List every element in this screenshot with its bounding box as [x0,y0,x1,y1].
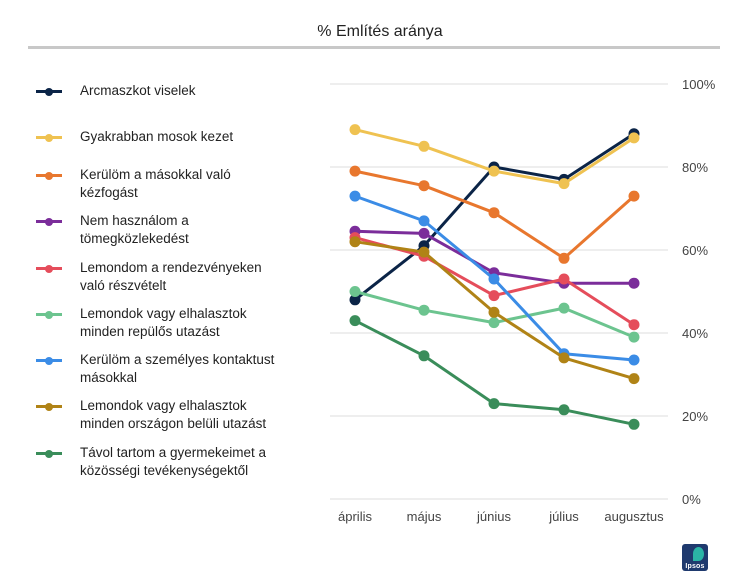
legend-marker [45,264,53,273]
legend-marker [45,402,53,411]
data-point [558,178,570,190]
legend-label-line: Nem használom a [80,213,189,228]
legend-marker [45,133,53,142]
legend-label-line: Lemondok vagy elhalasztok [80,398,247,413]
data-point [558,302,570,314]
ipsos-logo: Ipsos [682,544,708,571]
data-point [628,373,640,385]
legend-marker [45,449,53,458]
legend-marker [45,171,53,180]
data-point [628,190,640,202]
legend-marker [45,217,53,226]
legend-label: Lemondok vagy elhalasztok minden országon… [80,397,310,433]
legend-marker [45,356,53,365]
data-point [349,165,361,177]
y-tick-label: 100% [682,77,716,92]
data-point [558,273,570,285]
legend-label-line: Kerülöm a személyes kontaktust [80,352,275,367]
legend-label: Lemondom a rendezvényeken való részvételt [80,259,310,295]
legend-label-line: Kerülöm a másokkal való [80,167,231,182]
data-point [418,140,430,152]
legend-label: Távol tartom a gyermekeimet a közösségi t… [80,444,310,480]
legend-label-line: minden országon belüli utazást [80,416,267,431]
x-tick-label: május [407,509,442,524]
legend-label: Kerülöm a másokkal való kézfogást [80,166,310,202]
legend-label: Kerülöm a személyes kontaktust másokkal [80,351,310,387]
y-tick-label: 20% [682,409,708,424]
data-point [488,207,500,219]
data-point [488,165,500,177]
data-point [349,124,361,136]
data-point [488,306,500,318]
data-point [349,294,361,306]
ipsos-logo-mark [693,547,704,561]
legend-label-line: Lemondom a rendezvényeken [80,260,262,275]
data-point [349,236,361,248]
data-point [628,418,640,430]
data-point [558,352,570,364]
data-point [488,290,500,302]
legend-label-line: közösségi tevékenységektől [80,463,249,478]
y-tick-label: 80% [682,160,708,175]
data-point [418,350,430,362]
y-tick-label: 0% [682,492,701,507]
x-tick-label: április [338,509,372,524]
legend-marker [45,310,53,319]
data-point [418,180,430,192]
legend-label: Nem használom a tömegközlekedést [80,212,310,248]
legend-label-line: Arcmaszkot viselek [80,83,196,98]
legend-label: Lemondok vagy elhalasztok minden repülős … [80,305,310,341]
data-point [349,315,361,327]
data-point [488,317,500,329]
data-point [418,246,430,258]
chart-title: % Említés aránya [317,23,443,40]
data-point [418,227,430,239]
legend-label-line: Távol tartom a gyermekeimet a [80,445,267,460]
data-point [628,319,640,331]
legend-label-line: való részvételt [80,278,167,293]
legend-label-line: tömegközlekedést [80,231,189,246]
y-tick-label: 40% [682,326,708,341]
data-point [349,190,361,202]
ipsos-logo-text: Ipsos [685,563,705,570]
data-point [628,354,640,366]
title-divider [28,46,720,49]
legend-label: Gyakrabban mosok kezet [80,128,310,146]
legend-label-line: másokkal [80,370,138,385]
data-point [488,273,500,285]
data-point [628,331,640,343]
data-point [488,398,500,410]
legend-label: Arcmaszkot viselek [80,82,310,100]
legend-label-line: Gyakrabban mosok kezet [80,129,234,144]
data-point [558,404,570,416]
x-tick-label: június [476,509,511,524]
y-tick-label: 60% [682,243,708,258]
x-tick-label: július [548,509,579,524]
data-point [418,304,430,316]
legend-label-line: Lemondok vagy elhalasztok [80,306,247,321]
data-point [349,286,361,297]
legend-label-line: minden repülős utazást [80,324,220,339]
x-tick-label: augusztus [604,509,664,524]
data-point [628,277,640,289]
data-point [418,215,430,227]
data-point [628,132,640,144]
legend-marker [45,87,53,96]
legend-label-line: kézfogást [80,185,138,200]
data-point [558,252,570,264]
